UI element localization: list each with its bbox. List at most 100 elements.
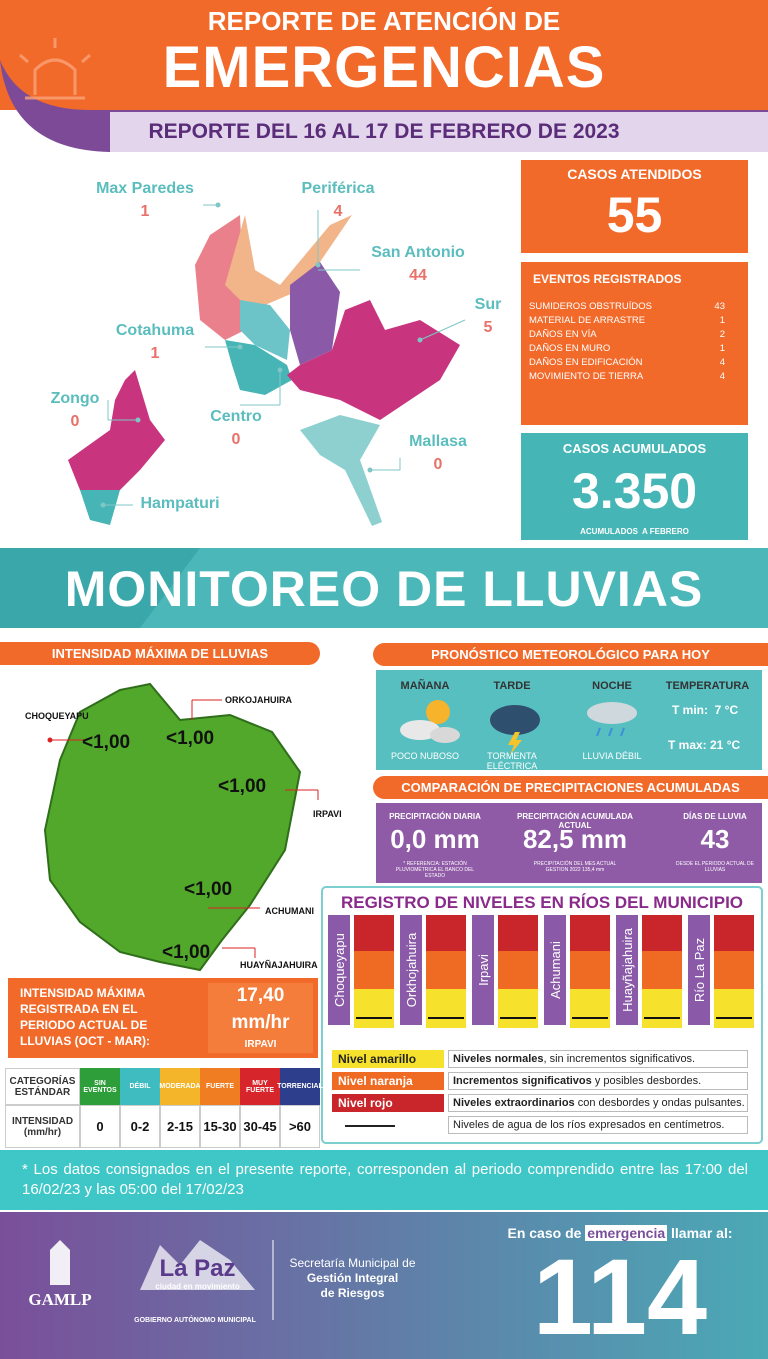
- max-unit: mm/hr: [231, 1012, 290, 1033]
- legend-text: Niveles de agua de los ríos expresados e…: [453, 1119, 725, 1131]
- category-name: TORRENCIAL: [277, 1068, 323, 1105]
- legend-swatch: [345, 1125, 395, 1127]
- kicker: REPORTE DE ATENCIÓN DE: [207, 6, 561, 36]
- legend-text-box: Incrementos significativos y posibles de…: [448, 1072, 748, 1090]
- comparison-label: DÍAS DE LLUVIA: [683, 812, 747, 821]
- forecast-title: PRONÓSTICO METEOROLÓGICO PARA HOY: [373, 643, 768, 666]
- comparison-value: 43: [700, 824, 730, 854]
- event-count: 1: [719, 315, 725, 326]
- secretaria-line: de Riesgos: [320, 1286, 385, 1300]
- level-orange: [570, 951, 610, 989]
- secretaria-line: Secretaría Municipal de: [289, 1256, 416, 1270]
- station-value: <1,00: [166, 728, 215, 749]
- event-count: 43: [714, 301, 725, 312]
- river-name-box: Huayñajahuira: [616, 915, 638, 1025]
- period-name: TARDE: [493, 680, 531, 692]
- event-count: 1: [719, 343, 725, 354]
- comparison-value: 0,0 mm: [390, 824, 480, 854]
- category-name: FUERTE: [200, 1068, 240, 1105]
- river-name: Achumani: [547, 941, 563, 999]
- district-name: Cotahuma: [115, 322, 195, 339]
- level-line: [500, 1017, 536, 1019]
- level-orange: [354, 951, 394, 989]
- comparison-note: DESDE EL PERIODO ACTUAL DE LLUVIAS: [676, 861, 754, 873]
- temperature-min: T min: 7 °C: [672, 703, 739, 717]
- district-name: Hampaturi: [140, 495, 220, 512]
- section-title: MONITOREO DE LLUVIAS: [64, 561, 704, 617]
- level-line: [356, 1017, 392, 1019]
- comparison-title: COMPARACIÓN DE PRECIPITACIONES ACUMULADA…: [373, 776, 768, 799]
- title: EMERGENCIAS: [162, 35, 606, 100]
- event-count: 2: [719, 329, 725, 340]
- max-label: INTENSIDAD MÁXIMA REGISTRADA EN EL PERIO…: [20, 986, 150, 1048]
- event-label: MATERIAL DE ARRASTRE: [529, 315, 646, 326]
- district-name: Centro: [210, 408, 262, 425]
- category-range: 2-15: [160, 1105, 200, 1148]
- category-name: DÉBIL: [120, 1068, 160, 1105]
- call-word: emergencia: [585, 1225, 668, 1241]
- station-name: CHOQUEYAPU: [25, 711, 89, 721]
- event-label: DAÑOS EN MURO: [529, 343, 611, 354]
- district-name: Zongo: [50, 390, 100, 407]
- event-count: 4: [719, 371, 725, 382]
- call-post: llamar al:: [671, 1225, 733, 1241]
- station-name: HUAYÑAJAHUIRA: [240, 960, 318, 970]
- category-range: 0: [80, 1105, 120, 1148]
- emergency-number: 114: [532, 1236, 708, 1357]
- district-count: 4: [333, 203, 343, 220]
- max-station: IRPAVI: [244, 1039, 277, 1050]
- river-name-box: Río La Paz: [688, 915, 710, 1025]
- level-line: [572, 1017, 608, 1019]
- legend-label: Nivel rojo: [332, 1094, 444, 1112]
- legend-text-box: Niveles de agua de los ríos expresados e…: [448, 1116, 748, 1134]
- accumulated-value: 3.350: [571, 463, 698, 519]
- district-count: 0: [70, 413, 80, 430]
- level-yellow: [642, 989, 682, 1028]
- period-name: MAÑANA: [400, 680, 450, 692]
- legend-text: y posibles desbordes.: [591, 1075, 702, 1087]
- level-red: [570, 915, 610, 951]
- event-label: DAÑOS EN EDIFICACIÓN: [529, 357, 643, 368]
- brand: La Paz: [159, 1255, 236, 1282]
- district-name: Sur: [474, 296, 502, 313]
- level-red: [354, 915, 394, 951]
- date-range: REPORTE DEL 16 AL 17 DE FEBRERO DE 2023: [148, 120, 620, 143]
- accumulated-note: ACUMULADOS A FEBRERO: [580, 527, 689, 536]
- level-orange: [426, 951, 466, 989]
- categories-row-label: INTENSIDAD (mm/hr): [5, 1105, 80, 1148]
- brand-sub: ciudad en movimiento: [155, 1282, 240, 1291]
- period-desc: TORMENTA ELÉCTRICA: [486, 751, 538, 771]
- level-yellow: [354, 989, 394, 1028]
- gamlp: GAMLP: [28, 1290, 92, 1309]
- temperature-max: T max: 21 °C: [668, 738, 741, 752]
- level-red: [426, 915, 466, 951]
- level-red: [498, 915, 538, 951]
- legend-label: Nivel amarillo: [332, 1050, 444, 1068]
- legend-text: con desbordes y ondas pulsantes.: [574, 1097, 745, 1109]
- comparison-note: * REFERENCIA: ESTACIÓN PLUVIOMÉTRICA EL …: [395, 861, 475, 879]
- level-orange: [714, 951, 754, 989]
- level-red: [714, 915, 754, 951]
- station-value: <1,00: [184, 879, 233, 900]
- district-count: 0: [231, 431, 241, 448]
- station-value: <1,00: [162, 942, 211, 963]
- level-red: [642, 915, 682, 951]
- accumulated-title: CASOS ACUMULADOS: [562, 441, 707, 456]
- station-name: IRPAVI: [313, 809, 342, 819]
- level-yellow: [714, 989, 754, 1028]
- legend-bold: Niveles normales: [453, 1053, 544, 1065]
- legend-bold: Niveles extraordinarios: [453, 1097, 575, 1109]
- district-count: 1: [140, 203, 150, 220]
- level-line: [428, 1017, 464, 1019]
- category-name: MUY FUERTE: [240, 1068, 280, 1105]
- river-name-box: Orkhojahuira: [400, 915, 422, 1025]
- secretaria: Secretaría Municipal de Gestión Integral…: [280, 1256, 425, 1301]
- rivers-title: REGISTRO DE NIVELES EN RÍOS DEL MUNICIPI…: [340, 893, 744, 912]
- category-range: 30-45: [240, 1105, 280, 1148]
- government: GOBIERNO AUTÓNOMO MUNICIPAL: [134, 1317, 256, 1324]
- district-name: San Antonio: [371, 244, 465, 261]
- district-name: Mallasa: [409, 433, 467, 450]
- legend-bold: Incrementos significativos: [453, 1075, 592, 1087]
- district-name: Max Paredes: [96, 180, 194, 197]
